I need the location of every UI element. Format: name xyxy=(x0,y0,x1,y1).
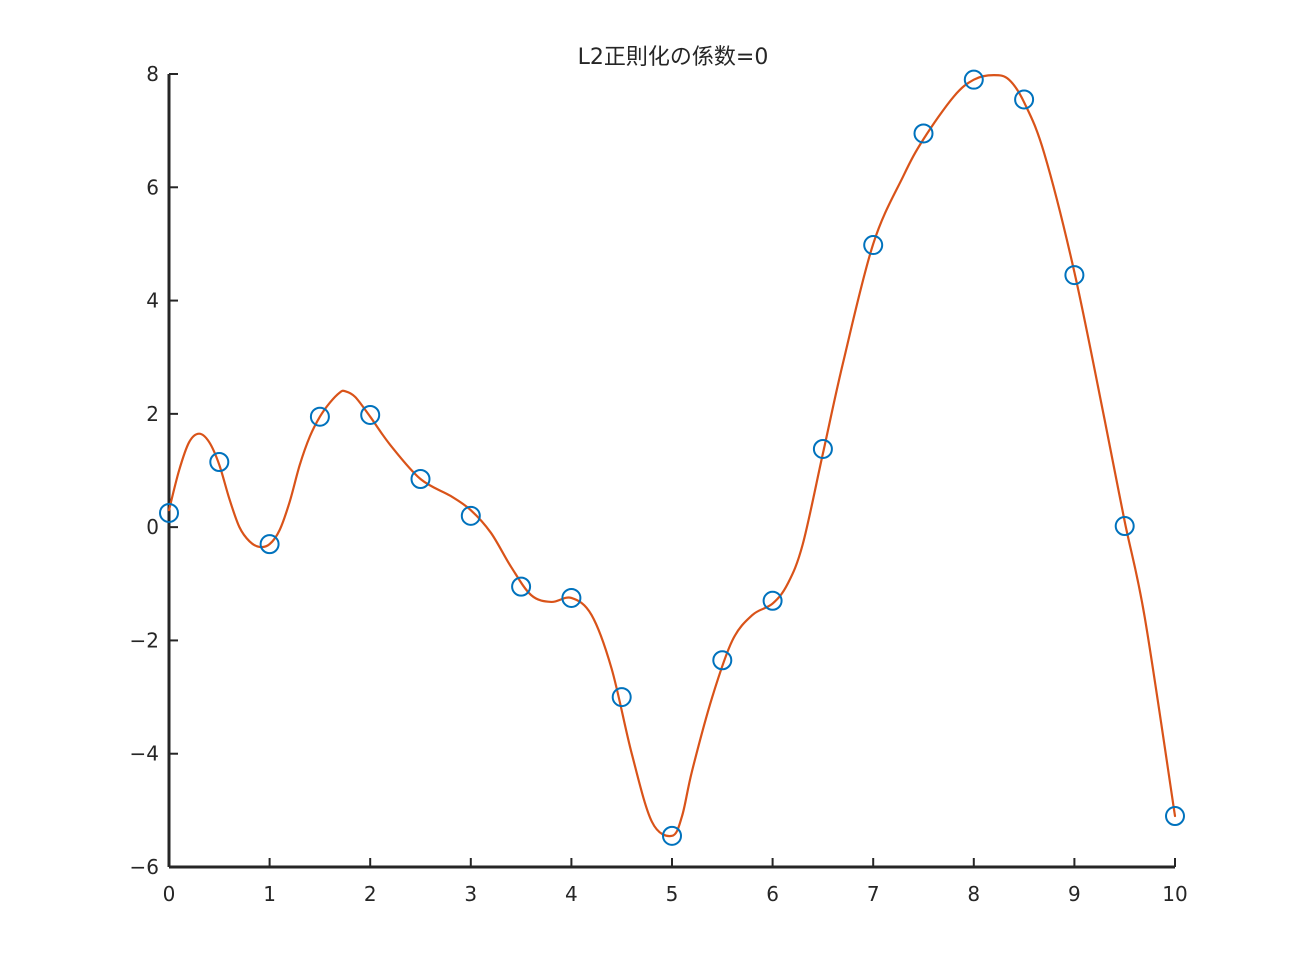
x-tick-label: 5 xyxy=(666,882,679,906)
data-point-marker xyxy=(762,590,783,611)
data-point-marker xyxy=(159,502,179,523)
data-point-marker xyxy=(309,406,330,427)
data-point-marker xyxy=(812,438,833,459)
data-point-marker xyxy=(360,404,381,425)
x-tick-label: 0 xyxy=(163,882,176,906)
y-tick-label: −2 xyxy=(130,628,159,652)
data-point-marker xyxy=(209,452,230,473)
y-tick-label: −6 xyxy=(130,855,159,879)
data-point-marker xyxy=(259,534,280,555)
y-tick-label: 4 xyxy=(146,289,159,313)
y-tick-label: 0 xyxy=(146,515,159,539)
x-tick-label: 8 xyxy=(967,882,980,906)
x-tick-label: 9 xyxy=(1068,882,1081,906)
data-point-marker xyxy=(913,123,934,144)
chart-title: L2正則化の係数=0 xyxy=(578,45,769,70)
data-point-marker xyxy=(712,650,733,671)
data-point-marker xyxy=(460,505,481,526)
data-points-layer xyxy=(159,69,1185,846)
data-point-marker xyxy=(511,576,532,597)
fit-curve-layer xyxy=(167,74,1177,838)
axes: 0 1 2 3 4 5 6 7 8 9 10 −6 −4 −2 0 2 4 6 8 xyxy=(130,62,1188,906)
data-point-marker xyxy=(410,468,431,489)
x-tick-label: 4 xyxy=(565,882,578,906)
x-tick-label: 7 xyxy=(867,882,880,906)
x-tick-label: 1 xyxy=(263,882,276,906)
x-tick-label: 2 xyxy=(364,882,377,906)
data-point-marker xyxy=(1064,265,1085,286)
data-point-marker xyxy=(1014,89,1035,110)
data-point-marker xyxy=(1165,806,1185,827)
fit-curve-line xyxy=(167,74,1177,838)
data-point-marker xyxy=(561,587,582,608)
data-point-marker xyxy=(1114,516,1135,537)
data-point-marker xyxy=(963,69,984,90)
x-tick-label: 10 xyxy=(1162,882,1187,906)
data-point-marker xyxy=(611,687,632,708)
y-tick-label: 6 xyxy=(146,175,159,199)
data-point-marker xyxy=(863,235,884,256)
y-tick-label: −4 xyxy=(130,742,159,766)
data-point-marker xyxy=(662,825,682,846)
x-tick-label: 6 xyxy=(766,882,779,906)
x-tick-label: 3 xyxy=(464,882,477,906)
y-tick-label: 8 xyxy=(146,62,159,86)
y-tick-label: 2 xyxy=(146,402,159,426)
